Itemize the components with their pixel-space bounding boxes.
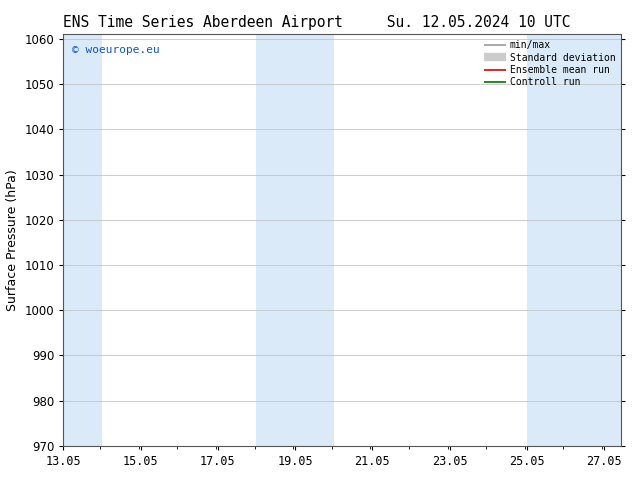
Y-axis label: Surface Pressure (hPa): Surface Pressure (hPa) — [6, 169, 19, 311]
Bar — [527, 34, 566, 446]
Text: © woeurope.eu: © woeurope.eu — [72, 45, 160, 54]
Bar — [256, 34, 333, 446]
Bar — [63, 34, 102, 446]
Legend: min/max, Standard deviation, Ensemble mean run, Controll run: min/max, Standard deviation, Ensemble me… — [481, 36, 619, 91]
Text: ENS Time Series Aberdeen Airport     Su. 12.05.2024 10 UTC: ENS Time Series Aberdeen Airport Su. 12.… — [63, 15, 571, 30]
Bar — [566, 34, 621, 446]
